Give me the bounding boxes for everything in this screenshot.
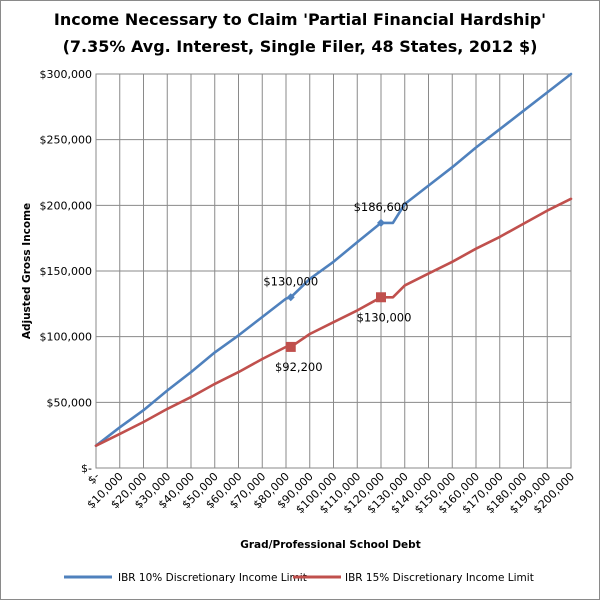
y-tick-label: $250,000 bbox=[40, 134, 93, 147]
series-2-point-marker bbox=[376, 292, 386, 303]
chart-title-line-1: Income Necessary to Claim 'Partial Finan… bbox=[54, 10, 546, 29]
legend-label: IBR 10% Discretionary Income Limit bbox=[118, 572, 307, 584]
y-tick-label: $- bbox=[81, 462, 92, 475]
data-point-label: $130,000 bbox=[357, 310, 412, 324]
series-1-point-marker bbox=[377, 218, 385, 227]
y-axis-tick-labels: $- $50,000 $100,000 $150,000 $200,000 $250,00… bbox=[40, 68, 93, 475]
marker-layer: $130,000 $186,600 $92,200 $130,000 bbox=[263, 200, 411, 374]
x-axis-title: Grad/Professional School Debt bbox=[240, 539, 420, 551]
y-tick-label: $50,000 bbox=[47, 396, 93, 409]
y-tick-label: $300,000 bbox=[40, 68, 93, 81]
y-tick-label: $100,000 bbox=[40, 331, 93, 344]
legend-label: IBR 15% Discretionary Income Limit bbox=[345, 572, 534, 584]
chart-title-line-2: (7.35% Avg. Interest, Single Filer, 48 S… bbox=[63, 37, 538, 56]
data-point-label: $130,000 bbox=[263, 274, 318, 288]
data-point-label: $92,200 bbox=[275, 360, 323, 374]
y-tick-label: $200,000 bbox=[40, 199, 93, 212]
series-1-point-marker bbox=[286, 293, 295, 302]
y-tick-label: $150,000 bbox=[40, 265, 93, 278]
series-line-1 bbox=[94, 72, 573, 448]
data-point-label: $186,600 bbox=[354, 200, 409, 214]
series-2-point-marker bbox=[285, 341, 296, 352]
x-axis-tick-labels: $-$10,000$20,000$30,000$40,000$50,000$60… bbox=[85, 470, 578, 516]
series-line-2 bbox=[94, 197, 573, 448]
y-axis-title: Adjusted Gross Income bbox=[21, 203, 33, 339]
plot-area-border bbox=[95, 73, 572, 469]
legend: IBR 10% Discretionary Income Limit IBR 15… bbox=[64, 572, 534, 584]
series-layer bbox=[94, 72, 573, 448]
